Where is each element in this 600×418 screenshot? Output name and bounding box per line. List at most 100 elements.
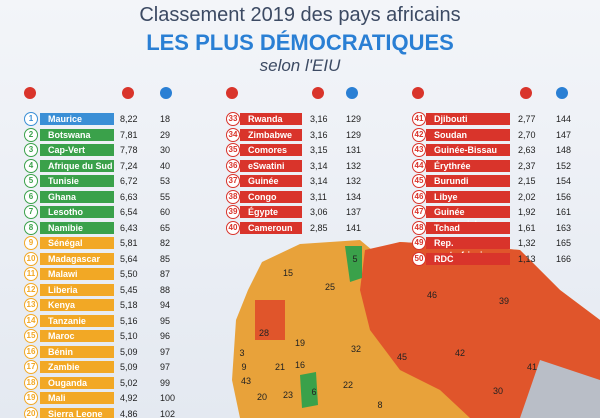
ranking-row: 42 Soudan 2,70 147 bbox=[0, 127, 600, 142]
title-sub: selon l'EIU bbox=[259, 56, 341, 75]
map-green bbox=[345, 246, 362, 282]
world-rank: 152 bbox=[556, 160, 572, 171]
world-rank: 137 bbox=[346, 207, 362, 217]
map-label: 16 bbox=[295, 360, 305, 370]
world-rank: 102 bbox=[160, 408, 176, 418]
country-bar: Rep. centrafricaine bbox=[426, 237, 510, 260]
rank-badge: 49 bbox=[412, 236, 426, 250]
ranking-row: 6 Ghana 6,63 55 bbox=[0, 189, 600, 204]
rank-badge: 41 bbox=[412, 112, 426, 126]
ranking-row: 17 Zambie 5,09 97 bbox=[0, 360, 600, 374]
country-bar: Érythrée bbox=[426, 159, 510, 172]
country-bar: Tchad bbox=[426, 221, 510, 234]
world-rank: 147 bbox=[556, 129, 572, 140]
world-rank: 132 bbox=[346, 176, 362, 186]
map-label: 22 bbox=[343, 380, 353, 390]
rank-badge: 18 bbox=[24, 375, 38, 390]
rank-badge: 5 bbox=[24, 174, 38, 188]
country-bar: Soudan bbox=[426, 128, 510, 141]
ranking-row: 3 Cap-Vert 7,78 30 bbox=[0, 143, 600, 157]
score: 1,32 bbox=[518, 238, 536, 248]
ranking-row: 10 Madagascar 5,64 85 bbox=[0, 251, 600, 266]
rank-badge: 43 bbox=[412, 143, 426, 157]
header-icon bbox=[412, 87, 424, 99]
score: 6,54 bbox=[120, 207, 138, 217]
rank-badge: 1 bbox=[24, 112, 38, 126]
world-rank: 163 bbox=[556, 222, 572, 233]
rank-badge: 8 bbox=[24, 220, 38, 235]
country-bar: Ouganda bbox=[40, 376, 114, 389]
score: 2,15 bbox=[518, 176, 536, 186]
ranking-row: 1 Maurice 8,22 18 bbox=[0, 112, 600, 126]
rank-badge: 15 bbox=[24, 329, 38, 343]
header-icon bbox=[312, 87, 324, 99]
score: 5,64 bbox=[120, 253, 138, 264]
world-rank: 40 bbox=[160, 160, 171, 171]
map-label: 6 bbox=[311, 387, 316, 397]
world-rank: 154 bbox=[556, 176, 572, 186]
map-label: 32 bbox=[351, 344, 361, 354]
country-bar: Guinée bbox=[240, 175, 302, 187]
country-bar: Malawi bbox=[40, 268, 114, 280]
map-gray bbox=[520, 360, 600, 418]
header-icon bbox=[520, 87, 532, 99]
ranking-row: 16 Bénin 5,09 97 bbox=[0, 344, 600, 359]
header-icon bbox=[226, 87, 238, 99]
country-bar: Lesotho bbox=[40, 206, 114, 218]
ranking-row: 44 Érythrée 2,37 152 bbox=[0, 158, 600, 173]
score: 1,92 bbox=[518, 207, 536, 217]
map-green bbox=[300, 372, 318, 408]
score: 5,02 bbox=[120, 377, 138, 388]
score: 1,13 bbox=[518, 253, 536, 264]
world-rank: 99 bbox=[160, 377, 171, 388]
country-bar: Mali bbox=[40, 392, 114, 404]
rank-badge: 11 bbox=[24, 267, 38, 281]
rank-badge: 50 bbox=[412, 251, 426, 266]
country-bar: Ghana bbox=[40, 190, 114, 203]
world-rank: 144 bbox=[556, 114, 572, 124]
country-bar: Zimbabwe bbox=[240, 128, 302, 141]
world-rank: 129 bbox=[346, 129, 362, 140]
country-bar: Djibouti bbox=[426, 113, 510, 125]
ranking-row: 12 Liberia 5,45 88 bbox=[0, 282, 600, 297]
world-rank: 88 bbox=[160, 284, 171, 295]
ranking-row: 15 Maroc 5,10 96 bbox=[0, 329, 600, 343]
world-rank: 82 bbox=[160, 238, 171, 248]
country-bar: Maurice bbox=[40, 113, 114, 125]
ranking-row: 35 Comores 3,15 131 bbox=[0, 143, 600, 157]
title-line: Classement 2019 des pays africains bbox=[139, 4, 461, 26]
score: 2,85 bbox=[310, 222, 328, 233]
world-rank: 18 bbox=[160, 114, 171, 124]
map-label: 21 bbox=[275, 362, 285, 372]
map-label: 5 bbox=[352, 254, 357, 264]
header-icon bbox=[24, 87, 36, 99]
score: 3,16 bbox=[310, 129, 328, 140]
world-rank: 131 bbox=[346, 145, 362, 155]
rank-badge: 39 bbox=[226, 205, 240, 219]
country-bar: eSwatini bbox=[240, 159, 302, 172]
ranking-row: 18 Ouganda 5,02 99 bbox=[0, 375, 600, 390]
world-rank: 87 bbox=[160, 269, 171, 279]
score: 3,15 bbox=[310, 145, 328, 155]
map-label: 46 bbox=[427, 290, 437, 300]
rank-badge: 20 bbox=[24, 406, 38, 418]
rank-badge: 46 bbox=[412, 189, 426, 204]
ranking-row: 4 Afrique du Sud 7,24 40 bbox=[0, 158, 600, 173]
ranking-row: 43 Guinée-Bissau 2,63 148 bbox=[0, 143, 600, 157]
rank-badge: 12 bbox=[24, 282, 38, 297]
score: 7,81 bbox=[120, 129, 138, 140]
score: 5,18 bbox=[120, 300, 138, 310]
rank-badge: 19 bbox=[24, 391, 38, 405]
score: 6,43 bbox=[120, 222, 138, 233]
ranking-row: 34 Zimbabwe 3,16 129 bbox=[0, 127, 600, 142]
world-rank: 65 bbox=[160, 222, 171, 233]
rank-badge: 38 bbox=[226, 189, 240, 204]
ranking-row: 38 Congo 3,11 134 bbox=[0, 189, 600, 204]
map-label: 9 bbox=[241, 362, 246, 372]
score: 4,86 bbox=[120, 408, 138, 418]
map-label: 23 bbox=[283, 390, 293, 400]
ranking-row: 9 Sénégal 5,81 82 bbox=[0, 236, 600, 250]
rank-badge: 33 bbox=[226, 112, 240, 126]
world-rank: 161 bbox=[556, 207, 572, 217]
